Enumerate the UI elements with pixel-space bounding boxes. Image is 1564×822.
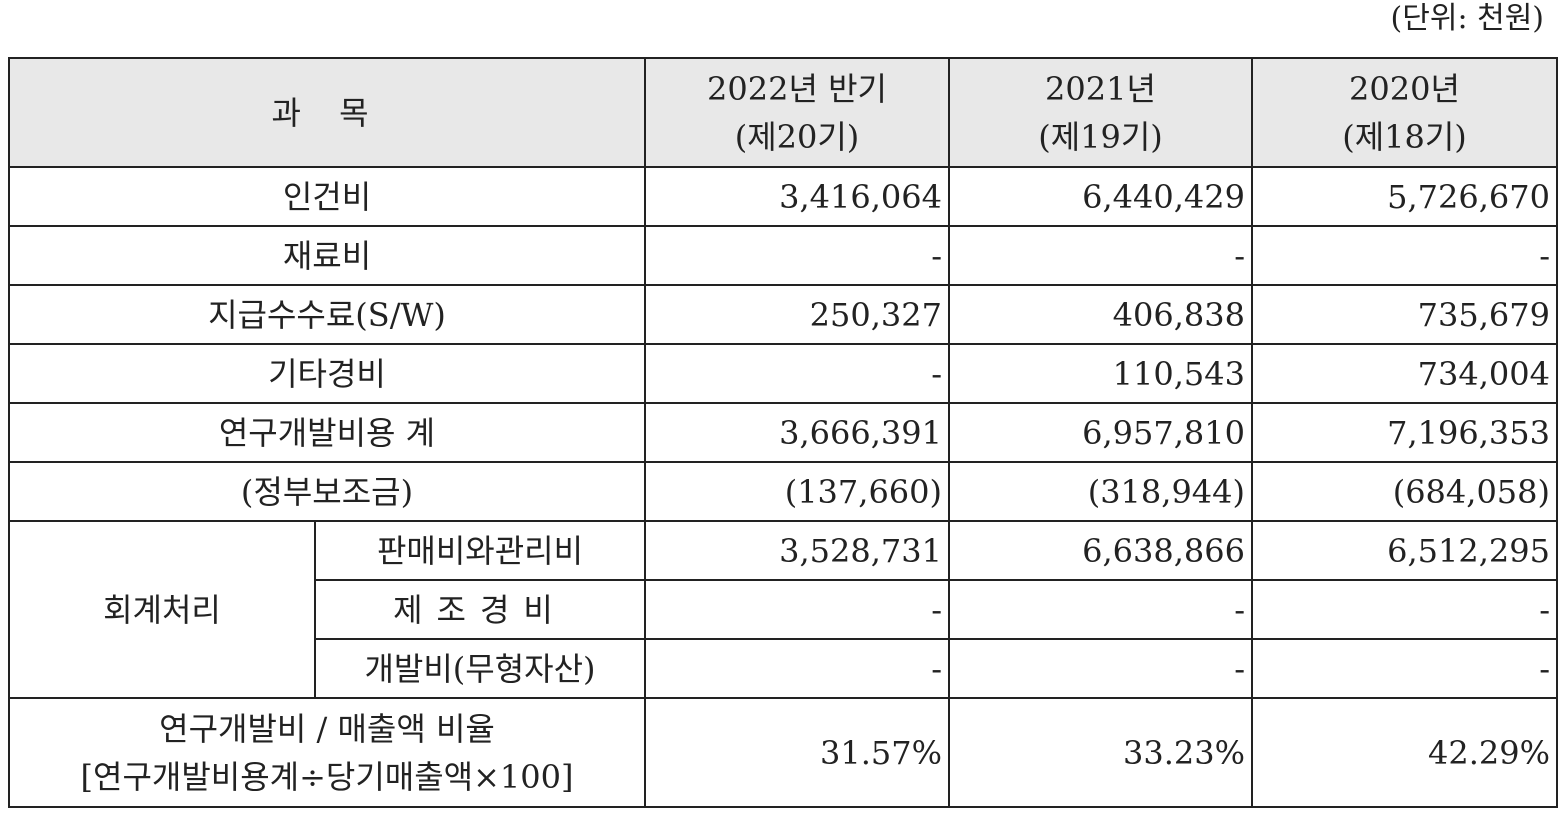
unit-label: (단위: 천원) [1390,1,1544,36]
table-row: 회계처리 판매비와관리비 3,528,731 6,638,866 6,512,2… [8,520,1558,699]
cell-value: 6,440,429 [948,166,1253,227]
cell-value: 6,957,810 [948,402,1253,463]
header-col-2020-period: (제18기) [1342,117,1467,156]
rd-expense-table: 과 목 2022년 반기 (제20기) 2021년 (제19기) 2020년 (… [8,57,1558,808]
cell-value: 250,327 [644,284,950,345]
cell-value: 3,416,064 [644,166,950,227]
ratio-label-line1: 연구개발비 / 매출액 비율 [159,709,495,748]
cell-value: 6,638,866 [948,520,1253,581]
cell-value: 735,679 [1251,284,1558,345]
row-label: 제조경비 [314,579,646,640]
row-label: 재료비 [8,225,646,286]
cell-value: 3,666,391 [644,402,950,463]
table-row: 지급수수료(S/W) 250,327 406,838 735,679 [8,284,1558,345]
header-col-2022h1-year: 2022년 반기 [707,69,887,108]
cell-value: - [644,343,950,404]
table-row: (정부보조금) (137,660) (318,944) (684,058) [8,461,1558,522]
cell-value: (684,058) [1251,461,1558,522]
table-row: 재료비 - - - [8,225,1558,286]
accounting-group-label: 회계처리 [8,520,316,699]
cell-value: - [1251,225,1558,286]
row-label: (정부보조금) [8,461,646,522]
cell-value: 7,196,353 [1251,402,1558,463]
cell-value: (137,660) [644,461,950,522]
cell-value: - [644,225,950,286]
table-row: 기타경비 - 110,543 734,004 [8,343,1558,404]
row-label: 연구개발비용 계 [8,402,646,463]
ratio-value: 31.57% [644,697,950,808]
row-label: 인건비 [8,166,646,227]
cell-value: 5,726,670 [1251,166,1558,227]
header-row: 과 목 2022년 반기 (제20기) 2021년 (제19기) 2020년 (… [8,57,1558,168]
header-col-2022h1: 2022년 반기 (제20기) [644,57,950,168]
ratio-value: 33.23% [948,697,1253,808]
header-subject-text: 과 목 [271,93,383,132]
row-label-text: 제조경비 [393,590,567,629]
header-col-2022h1-period: (제20기) [734,117,860,156]
cell-value: 734,004 [1251,343,1558,404]
header-subject: 과 목 [8,57,646,168]
cell-value: - [644,638,950,699]
ratio-value: 42.29% [1251,697,1558,808]
cell-value: - [1251,638,1558,699]
table-row: 개발비(무형자산) - - - [9,638,1558,699]
cell-value: - [948,638,1253,699]
header-col-2020: 2020년 (제18기) [1251,57,1558,168]
row-label: 개발비(무형자산) [314,638,646,699]
cell-value: - [948,225,1253,286]
row-label: 기타경비 [8,343,646,404]
table-row: 연구개발비용 계 3,666,391 6,957,810 7,196,353 [8,402,1558,463]
cell-value: - [1251,579,1558,640]
header-col-2021: 2021년 (제19기) [948,57,1253,168]
cell-value: 6,512,295 [1251,520,1558,581]
header-col-2020-year: 2020년 [1349,69,1460,108]
cell-value: - [644,579,950,640]
ratio-label: 연구개발비 / 매출액 비율 [연구개발비용계÷당기매출액×100] [8,697,646,808]
row-label: 판매비와관리비 [314,520,646,581]
header-col-2021-year: 2021년 [1045,69,1156,108]
row-label: 지급수수료(S/W) [8,284,646,345]
ratio-row: 연구개발비 / 매출액 비율 [연구개발비용계÷당기매출액×100] 31.57… [8,697,1558,808]
ratio-label-line2: [연구개발비용계÷당기매출액×100] [80,757,574,796]
table-row: 인건비 3,416,064 6,440,429 5,726,670 [8,166,1558,227]
cell-value: - [948,579,1253,640]
cell-value: 3,528,731 [644,520,950,581]
cell-value: 110,543 [948,343,1253,404]
cell-value: (318,944) [948,461,1253,522]
cell-value: 406,838 [948,284,1253,345]
header-col-2021-period: (제19기) [1038,117,1163,156]
table-row: 제조경비 - - - [9,579,1558,640]
